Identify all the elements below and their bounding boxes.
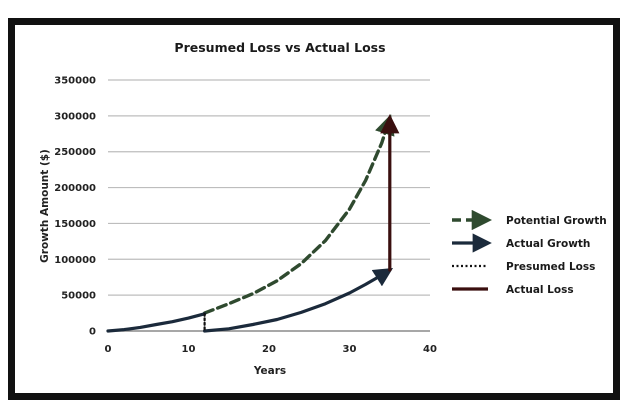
y-tick-label: 50000: [61, 291, 96, 302]
x-tick-label: 10: [182, 344, 196, 355]
y-tick-label: 100000: [54, 255, 96, 266]
x-axis-ticks: 0 10 20 30 40: [105, 344, 437, 355]
series-actual-growth: [106, 312, 207, 333]
y-axis-label: Growth Amount ($): [39, 149, 51, 263]
x-tick-label: 20: [262, 344, 276, 355]
series-actual-growth: [203, 267, 394, 333]
legend-label: Actual Growth: [506, 238, 590, 250]
series-lines: [106, 114, 400, 333]
chart-title: Presumed Loss vs Actual Loss: [174, 40, 385, 55]
y-tick-label: 250000: [54, 147, 96, 158]
y-tick-label: 150000: [54, 219, 96, 230]
legend-label: Presumed Loss: [506, 261, 595, 273]
legend-label: Potential Growth: [506, 215, 607, 227]
y-tick-label: 350000: [54, 76, 96, 87]
y-axis-ticks: 0 50000 100000 150000 200000 250000 300000 3500…: [54, 76, 96, 338]
x-tick-label: 30: [343, 344, 357, 355]
y-tick-label: 200000: [54, 183, 96, 194]
series-potential-growth: [202, 114, 395, 315]
legend: Potential Growth Actual Growth Presumed Lo…: [452, 209, 607, 296]
y-tick-label: 300000: [54, 111, 96, 122]
gridlines: [108, 79, 430, 332]
x-axis-label: Years: [253, 365, 286, 377]
x-tick-label: 40: [423, 344, 437, 355]
legend-label: Actual Loss: [506, 284, 574, 296]
y-tick-label: 0: [89, 327, 96, 338]
x-tick-label: 0: [105, 344, 112, 355]
chart-frame: [8, 18, 620, 400]
